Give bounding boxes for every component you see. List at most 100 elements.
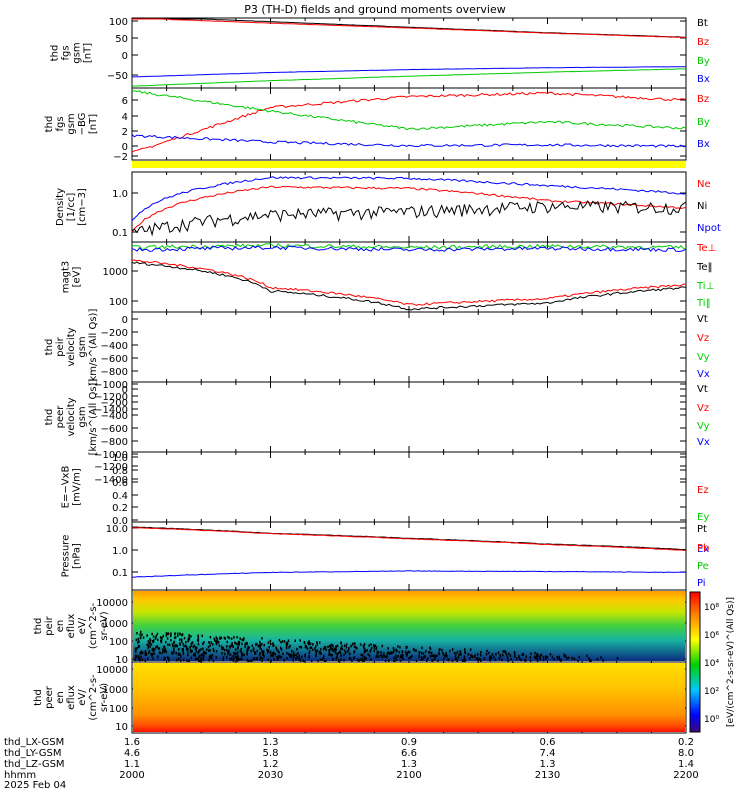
spectrogram-pixel bbox=[328, 649, 330, 652]
y-axis-label: (cm^2-s- bbox=[88, 674, 99, 721]
spectrogram-pixel bbox=[302, 659, 305, 662]
spectrogram-pixel bbox=[144, 651, 146, 654]
spectrogram-pixel bbox=[259, 643, 262, 646]
panel-frame-efield bbox=[131, 451, 687, 523]
spectrogram-pixel bbox=[334, 650, 336, 653]
y-tick-label: 10 bbox=[115, 655, 128, 666]
spectrogram-pixel bbox=[226, 648, 228, 652]
spectrogram-pixel bbox=[330, 644, 332, 647]
spectrogram-pixel bbox=[138, 657, 141, 660]
spectrogram-pixel bbox=[236, 642, 238, 646]
spectrogram-pixel bbox=[134, 647, 137, 650]
spectrogram-pixel bbox=[343, 649, 346, 652]
spectrogram-pixel bbox=[464, 659, 466, 662]
spectrogram-pixel bbox=[456, 650, 459, 654]
spectrogram-pixel bbox=[402, 657, 404, 661]
spectrogram-pixel bbox=[136, 632, 138, 635]
spectrogram-pixel bbox=[162, 648, 164, 651]
y-tick-label: 0 bbox=[122, 315, 128, 326]
spectrogram-pixel bbox=[145, 652, 148, 655]
series-line-Bx bbox=[132, 66, 687, 78]
series-line-By bbox=[131, 68, 686, 87]
y-tick-label: 1.0 bbox=[112, 453, 128, 464]
x-axis-value: 0.6 bbox=[540, 737, 556, 748]
spectrogram-pixel bbox=[156, 632, 159, 636]
spectrogram-pixel bbox=[192, 645, 195, 649]
spectrogram-pixel bbox=[345, 646, 348, 649]
spectrogram-pixel bbox=[348, 647, 350, 650]
spectrogram-pixel bbox=[363, 659, 365, 662]
spectrogram-pixel bbox=[322, 656, 325, 659]
spectrogram-pixel bbox=[210, 654, 212, 657]
spectrogram-pixel bbox=[161, 651, 164, 655]
spectrogram-pixel bbox=[507, 656, 509, 659]
spectrogram-pixel bbox=[172, 652, 174, 655]
spectrogram-pixel bbox=[301, 655, 303, 658]
spectrogram-pixel bbox=[325, 659, 327, 663]
x-axis-value: 1.6 bbox=[124, 737, 140, 748]
spectrogram-pixel bbox=[209, 644, 211, 647]
y-axis-label: [nPa] bbox=[72, 543, 83, 569]
y-tick-label: −800 bbox=[101, 367, 128, 378]
spectrogram-pixel bbox=[381, 656, 384, 659]
legend-fgs-gsm: Bx bbox=[697, 74, 710, 85]
spectrogram-pixel bbox=[336, 644, 339, 648]
spectrogram-pixel bbox=[539, 656, 541, 660]
spectrogram-pixel bbox=[393, 659, 395, 663]
spectrogram-pixel bbox=[176, 632, 179, 635]
spectrogram-pixel bbox=[370, 643, 372, 646]
spectrogram-pixel bbox=[339, 650, 341, 653]
legend-density: Ne bbox=[697, 179, 711, 190]
spectrogram-pixel bbox=[353, 650, 355, 654]
legend-fgs-gsm: By bbox=[697, 56, 710, 67]
spectrogram-pixel bbox=[318, 641, 321, 644]
y-axis-label: peir bbox=[44, 615, 55, 635]
spectrogram-pixel bbox=[278, 654, 280, 658]
spectrogram-pixel bbox=[210, 641, 213, 644]
y-tick-label: 0 bbox=[122, 385, 128, 396]
spectrogram-pixel bbox=[377, 651, 380, 654]
spectrogram-pixel bbox=[449, 649, 451, 653]
spectrogram-pixel bbox=[159, 636, 162, 639]
spectrogram-pixel bbox=[529, 656, 532, 659]
spectrogram-pixel bbox=[361, 654, 364, 657]
spectrogram-pixel bbox=[200, 648, 202, 651]
spectrogram-pixel bbox=[134, 657, 136, 660]
spectrogram-pixel bbox=[256, 657, 258, 660]
spectrogram-pixel bbox=[217, 641, 220, 644]
y-axis-label: velocity bbox=[66, 327, 77, 366]
spectrogram-pixel bbox=[298, 657, 300, 661]
y-tick-label: 1.0 bbox=[112, 189, 128, 200]
spectrogram-pixel bbox=[167, 632, 170, 635]
spectrogram-pixel bbox=[378, 655, 380, 658]
spectrogram-pixel bbox=[398, 651, 401, 654]
spectrogram-pixel bbox=[307, 641, 309, 645]
spectrogram-pixel bbox=[420, 651, 423, 655]
spectrogram-pixel bbox=[238, 641, 240, 644]
y-tick-label: 0.1 bbox=[112, 568, 128, 579]
spectrogram-pixel bbox=[198, 650, 200, 653]
legend-fgs-gsm: Bz bbox=[697, 37, 709, 48]
spectrogram-pixel bbox=[520, 658, 522, 662]
spectrogram-pixel bbox=[224, 652, 226, 656]
y-tick-label: −800 bbox=[101, 437, 128, 448]
legend-fgs-gsm: Bt bbox=[697, 18, 708, 29]
spectrogram-pixel bbox=[400, 655, 403, 658]
spectrogram-pixel bbox=[504, 650, 506, 653]
spectrogram-pixel bbox=[421, 646, 423, 649]
spectrogram-pixel bbox=[146, 634, 148, 637]
spectrogram-pixel bbox=[262, 653, 265, 656]
panel-frame-fgs-gsm bbox=[131, 17, 687, 89]
spectrogram-pixel bbox=[341, 644, 343, 648]
spectrogram-pixel bbox=[405, 645, 407, 649]
spectrogram-pixel bbox=[180, 638, 183, 641]
spectrogram-pixel bbox=[329, 645, 331, 648]
spectrogram-pixel bbox=[516, 657, 518, 660]
y-axis-label: [km/s^(All Qs)] bbox=[88, 309, 99, 386]
spectrogram-pixel bbox=[502, 653, 504, 657]
spectrogram-pixel bbox=[415, 659, 418, 663]
spectrogram-pixel bbox=[298, 654, 300, 657]
spectrogram-pixel bbox=[564, 654, 566, 657]
spectrogram-pixel bbox=[286, 657, 288, 660]
spectrogram-pixel bbox=[281, 640, 284, 643]
